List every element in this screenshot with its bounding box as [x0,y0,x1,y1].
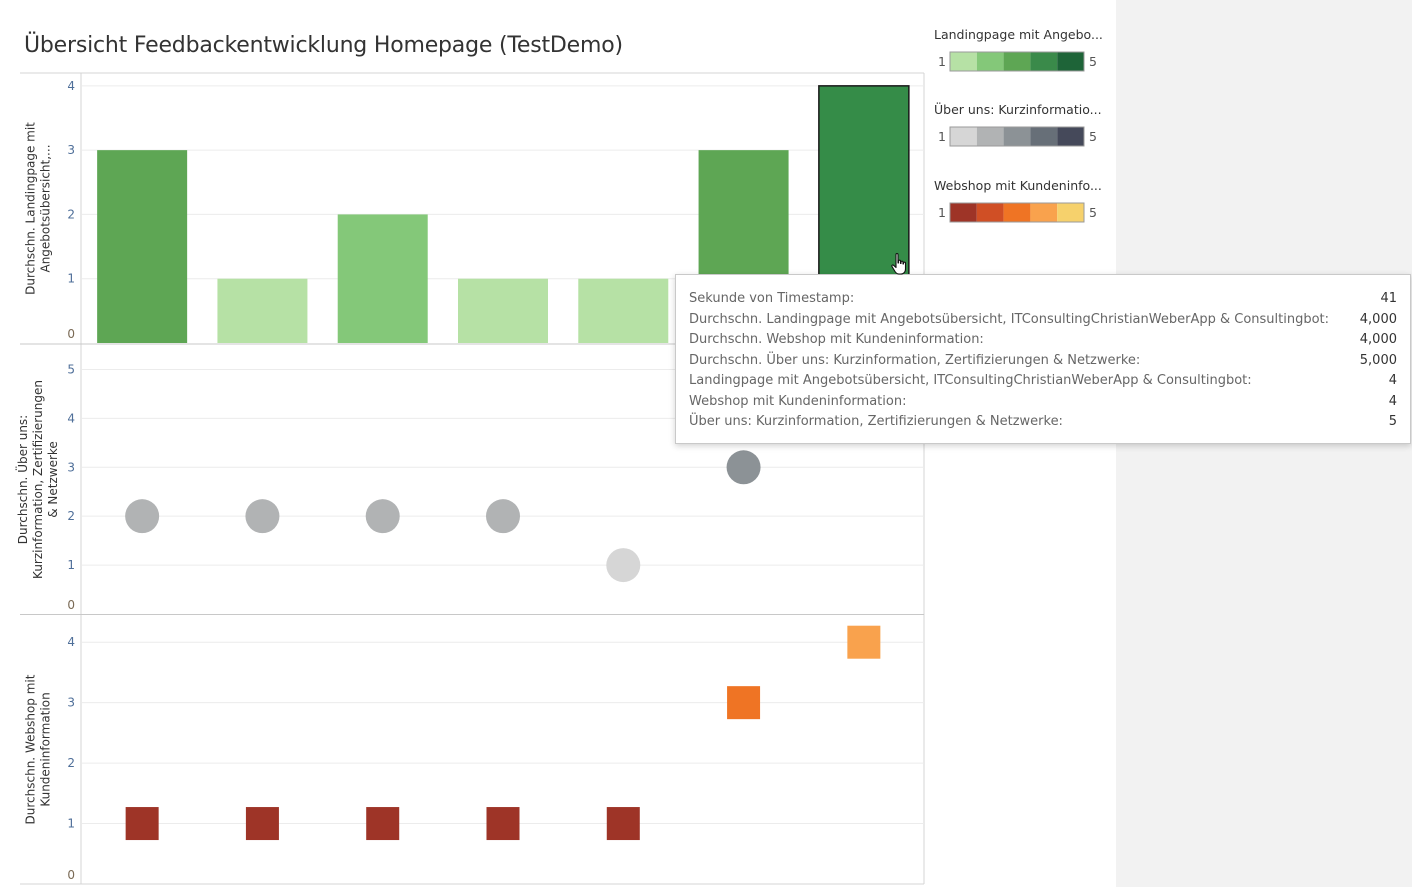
tooltip-value: 5 [1388,414,1397,429]
legend-swatch [1003,52,1031,71]
tooltip-value: 5,000 [1359,352,1397,368]
y-tick-label: 0 [67,327,75,341]
hand-pointer-icon [891,253,907,275]
tooltip-value: 4 [1388,393,1397,409]
data-marks [97,85,910,841]
square-mark[interactable] [486,807,520,841]
y-tick-label: 5 [67,362,75,376]
tooltip-label: Durchschn. Landingpage mit Angebotsübers… [689,311,1330,327]
legend-title: Landingpage mit Angebo... [934,27,1103,42]
y-tick-label: 2 [67,756,75,770]
legend-swatch [1003,127,1031,146]
legend-max-label: 5 [1089,129,1097,144]
scatter-point[interactable] [125,499,160,534]
legend-min-label: 1 [938,54,946,69]
legend-swatch [1030,203,1058,222]
tooltip-label: Landingpage mit Angebotsübersicht, ITCon… [689,373,1252,388]
scatter-point[interactable] [486,499,520,534]
tooltip-row: Durchschn. Webshop mit Kundeninformation… [689,332,1397,352]
y-axis-title: Durchschn. Webshop mitKundeninformation [24,674,53,824]
legend-swatch [950,52,977,71]
legend-min-label: 1 [938,129,946,144]
legend-title: Webshop mit Kundeninfo... [934,178,1102,193]
legend-max-label: 5 [1089,54,1097,69]
legend-swatch [976,52,1004,71]
legend-swatch [950,127,977,146]
y-tick-label: 3 [67,143,75,157]
bar[interactable] [458,278,548,343]
legend-swatch-border [949,202,1085,223]
hover-tooltip: Sekunde von Timestamp: 41 Durchschn. Landi… [675,274,1411,444]
tooltip-value: 41 [1380,291,1397,306]
y-tick-label: 2 [67,509,75,523]
tooltip-label: Sekunde von Timestamp: [689,291,855,306]
square-mark[interactable] [606,807,640,841]
tooltip-label: Über uns: Kurzinformation, Zertifizierun… [689,414,1063,429]
bar[interactable] [97,150,188,343]
scatter-point[interactable] [726,450,761,485]
legend-swatch-border [949,126,1085,147]
bar[interactable] [578,278,669,343]
legend-swatch [1057,127,1084,146]
tooltip-value: 4,000 [1359,332,1397,347]
y-tick-label: 4 [67,411,75,425]
tooltip-row: Durchschn. Landingpage mit Angebotsübers… [689,312,1397,332]
y-tick-label: 0 [67,598,75,612]
y-tick-label: 4 [67,79,75,93]
legend-swatch [976,203,1004,222]
tooltip-label: Durchschn. Webshop mit Kundeninformation… [689,332,984,347]
y-axis-title: Durchschn. Landingpage mitAngebotsübersi… [24,122,53,295]
tooltip-value: 4 [1388,373,1397,388]
legend-swatch [976,127,1004,146]
tooltip-row: Durchschn. Über uns: Kurzinformation, Ze… [689,353,1397,373]
tooltip-label: Durchschn. Über uns: Kurzinformation, Ze… [689,352,1141,368]
square-mark[interactable] [847,625,881,659]
square-mark[interactable] [727,686,761,720]
y-tick-label: 3 [67,696,75,710]
y-axis-titles: Durchschn. Landingpage mitAngebotsübersi… [14,122,60,825]
bar[interactable] [217,278,308,343]
tooltip-label: Webshop mit Kundeninformation: [689,393,907,409]
square-mark[interactable] [125,807,159,841]
legend-swatch-border [949,51,1085,72]
legend-swatch [1030,52,1058,71]
legend-swatch [1030,127,1058,146]
y-tick-label: 3 [67,460,75,474]
legend-title: Über uns: Kurzinformatio... [934,101,1102,117]
y-tick-label: 2 [67,207,75,221]
scatter-point[interactable] [606,548,641,583]
y-tick-label: 4 [67,635,75,649]
square-mark[interactable] [366,807,400,841]
y-tick-label: 1 [67,817,75,831]
legend-swatch [1003,203,1031,222]
scatter-point[interactable] [245,499,280,534]
y-tick-labels: 0 1 2 3 4 0 1 2 3 4 5 0 1 2 3 4 [67,79,75,882]
legend-swatch [1057,52,1084,71]
legend-swatch [950,203,977,222]
y-tick-label: 1 [67,558,75,572]
dashboard-title: Übersicht Feedbackentwicklung Homepage (… [24,33,623,58]
square-mark[interactable] [245,807,279,841]
legend-min-label: 1 [938,205,946,220]
scatter-point[interactable] [365,499,400,534]
y-tick-label: 1 [67,272,75,286]
tooltip-row: Über uns: Kurzinformation, Zertifizierun… [689,414,1397,434]
tooltip-row: Landingpage mit Angebotsübersicht, ITCon… [689,373,1397,393]
y-tick-label: 0 [67,868,75,882]
y-axis-title: Durchschn. Über uns:Kurzinformation, Zer… [14,380,60,579]
legend-max-label: 5 [1089,205,1097,220]
tooltip-value: 4,000 [1359,311,1397,327]
bar[interactable] [337,214,428,343]
gridlines [82,85,924,825]
legend-swatch [1057,203,1084,222]
tooltip-row: Webshop mit Kundeninformation: 4 [689,394,1397,414]
tooltip-row: Sekunde von Timestamp: 41 [689,291,1397,311]
color-legends: Landingpage mit Angebo... 1 5 Über uns: Kur… [934,27,1103,223]
